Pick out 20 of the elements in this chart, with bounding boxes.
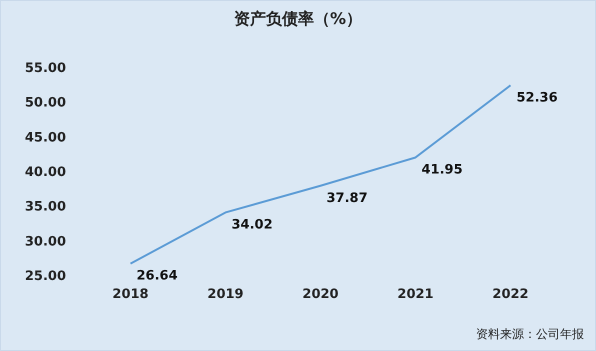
x-tick-label: 2021 — [397, 287, 434, 302]
x-tick-label: 2018 — [112, 287, 149, 302]
y-tick-label: 35.00 — [24, 200, 66, 215]
y-tick-label: 30.00 — [24, 234, 66, 250]
x-tick-label: 2019 — [207, 287, 244, 302]
y-tick-label: 45.00 — [24, 130, 66, 146]
y-tick-label: 55.00 — [24, 61, 66, 76]
data-label: 34.02 — [232, 217, 273, 232]
data-label: 41.95 — [422, 162, 463, 178]
x-tick-label: 2020 — [302, 287, 339, 302]
y-tick-label: 50.00 — [24, 96, 66, 111]
y-tick-label: 25.00 — [24, 269, 66, 284]
text: 资料来源：公司年报 — [476, 327, 584, 341]
chart-title: 资产负债率（%） — [234, 9, 362, 28]
x-tick-label: 2022 — [492, 287, 529, 302]
data-label: 52.36 — [516, 90, 558, 106]
y-tick-label: 40.00 — [24, 165, 66, 180]
line-series — [130, 84, 512, 265]
data-label: 26.64 — [136, 268, 178, 284]
data-label: 37.87 — [326, 190, 368, 206]
